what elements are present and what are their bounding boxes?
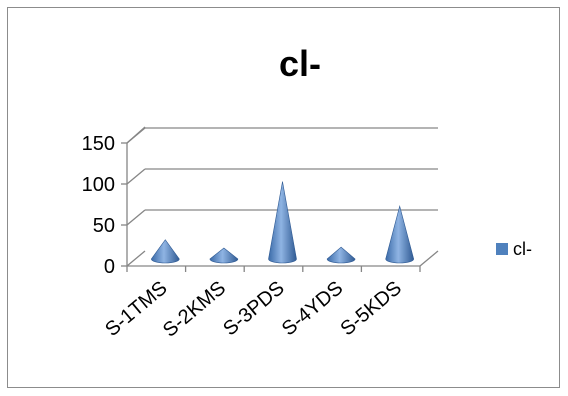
bar <box>385 204 415 264</box>
y-tick-label: 100 <box>82 174 115 196</box>
cone-body <box>150 239 180 264</box>
bar <box>268 181 297 264</box>
floor-left-edge <box>126 250 146 267</box>
legend-swatch <box>496 243 508 255</box>
bar <box>326 246 356 264</box>
y-tick-label: 50 <box>93 215 115 237</box>
x-tick-label: S-3PDS <box>219 277 288 340</box>
bars <box>150 181 415 264</box>
y-tick-label: 0 <box>104 256 115 278</box>
bar <box>209 247 239 264</box>
floor-right-edge <box>419 250 439 267</box>
x-ticks <box>126 266 421 272</box>
gridlines <box>121 127 438 267</box>
y-tick-labels: 0 50 100 150 <box>82 133 115 278</box>
x-tick-label: S-5KDS <box>336 277 405 340</box>
gridline-depth <box>126 168 146 185</box>
cone-body <box>268 181 297 264</box>
chart-title: cl- <box>279 43 321 84</box>
legend: cl- <box>496 239 532 259</box>
cone-body <box>326 246 356 264</box>
gridline-depth <box>126 209 146 226</box>
x-tick-label: S-4YDS <box>278 277 347 340</box>
x-tick-label: S-2KMS <box>159 277 230 342</box>
gridline-depth <box>126 127 146 144</box>
x-tick-label: S-1TMS <box>101 277 171 341</box>
bar <box>150 239 180 264</box>
y-tick-label: 150 <box>82 133 115 155</box>
cone-body <box>209 247 239 264</box>
cone-body <box>385 204 415 264</box>
legend-label: cl- <box>513 239 532 259</box>
